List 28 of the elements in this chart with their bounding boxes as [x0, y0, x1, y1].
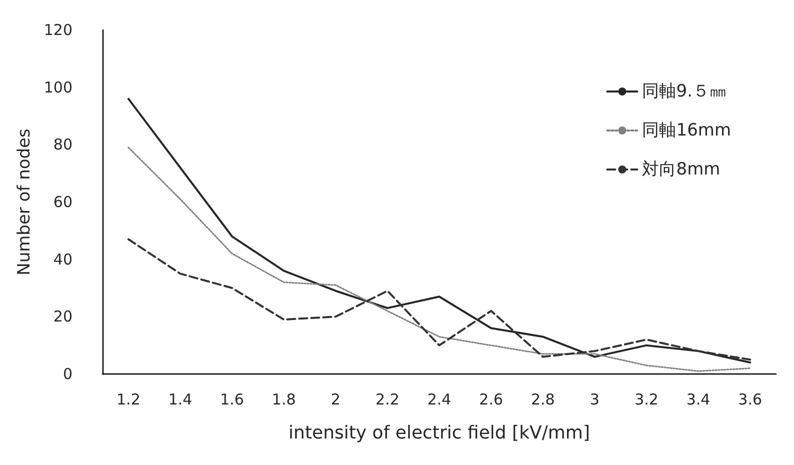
x-tick-label: 3.6	[738, 390, 762, 408]
y-tick-label: 100	[44, 78, 73, 96]
line-series	[127, 98, 752, 364]
x-tick-label: 3.2	[634, 390, 658, 408]
x-tick-label: 1.2	[116, 390, 140, 408]
x-axis-title: intensity of electric field [kV/mm]	[288, 422, 590, 444]
line-series	[128, 146, 751, 372]
y-tick-label: 0	[62, 365, 73, 383]
x-tick-label: 2.8	[530, 390, 555, 408]
y-tick-label: 20	[53, 308, 73, 326]
y-tick-label: 60	[53, 193, 73, 211]
legend-label: 対向8mm	[642, 160, 720, 180]
x-tick-label: 3	[590, 390, 600, 408]
y-tick-label: 120	[44, 21, 73, 39]
x-tick-label: 2.4	[427, 390, 452, 408]
x-tick-label: 1.8	[272, 390, 296, 408]
y-tick-label: 80	[53, 136, 73, 154]
line-series	[127, 238, 752, 361]
y-axis-title: Number of nodes	[14, 128, 34, 276]
x-tick-label: 2.6	[479, 390, 503, 408]
y-tick-label: 40	[53, 250, 73, 268]
x-tick-label: 2.2	[376, 390, 400, 408]
x-tick-label: 1.6	[220, 390, 244, 408]
legend-label: 同軸9.５㎜	[642, 82, 726, 102]
x-tick-label: 1.4	[168, 390, 192, 408]
legend-label: 同軸16mm	[642, 120, 732, 140]
x-tick-label: 3.4	[686, 390, 710, 408]
x-tick-label: 2	[330, 390, 340, 408]
